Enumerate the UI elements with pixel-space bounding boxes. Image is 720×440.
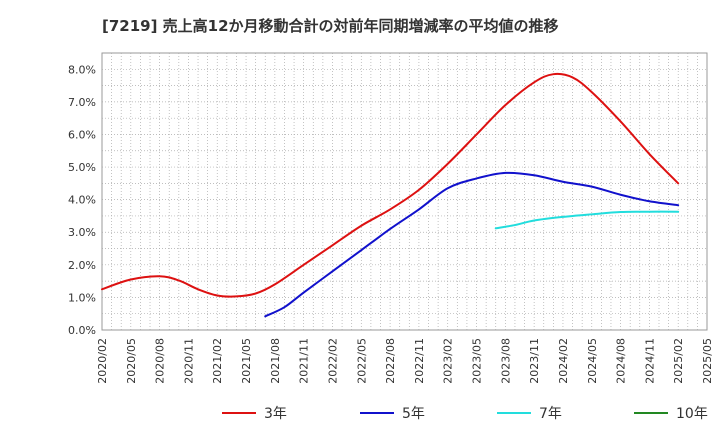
x-tick-label: 2024/05 [586,338,599,384]
x-tick-label: 2020/08 [154,338,167,384]
x-tick-label: 2020/11 [182,338,195,384]
y-tick-label: 1.0% [68,291,96,304]
y-tick-label: 4.0% [68,194,96,207]
x-tick-label: 2022/11 [413,338,426,384]
x-tick-label: 2021/11 [298,338,311,384]
legend-label: 5年 [402,406,425,422]
legend-label: 3年 [264,406,287,422]
x-tick-label: 2020/02 [96,338,109,384]
series-line-3年 [101,72,680,298]
y-tick-label: 6.0% [68,128,96,141]
grid [101,52,708,331]
plot-area [101,52,708,331]
series-line-5年 [264,171,680,318]
y-tick-label: 2.0% [68,259,96,272]
y-tick-label: 8.0% [68,63,96,76]
x-tick-label: 2025/05 [701,338,714,384]
x-tick-label: 2021/02 [211,338,224,384]
x-tick-label: 2020/05 [125,338,138,384]
x-tick-label: 2023/02 [442,338,455,384]
series-line-7年 [494,210,680,230]
x-tick-label: 2021/05 [240,338,253,384]
y-tick-label: 0.0% [68,324,96,337]
x-tick-label: 2024/02 [557,338,570,384]
legend-label: 10年 [676,406,708,422]
legend-label: 7年 [539,406,562,422]
chart-title: [7219] 売上高12か月移動合計の対前年同期増減率の平均値の推移 [102,17,559,35]
x-tick-label: 2021/08 [269,338,282,384]
x-tick-label: 2025/02 [672,338,685,384]
x-tick-label: 2022/08 [384,338,397,384]
legend: 3年 5年 7年 10年 [222,406,708,422]
y-tick-label: 3.0% [68,226,96,239]
axes: 0.0% 1.0% 2.0% 3.0% 4.0% 5.0% 6.0% 7.0% 8.0% 2020… [68,63,714,383]
series-lines [101,72,680,318]
y-tick-label: 5.0% [68,161,96,174]
y-tick-label: 7.0% [68,96,96,109]
x-tick-label: 2023/05 [471,338,484,384]
x-tick-label: 2022/05 [355,338,368,384]
x-tick-label: 2024/11 [643,338,656,384]
x-tick-label: 2023/08 [499,338,512,384]
x-tick-label: 2024/08 [615,338,628,384]
x-tick-label: 2023/11 [528,338,541,384]
x-tick-label: 2022/02 [326,338,339,384]
